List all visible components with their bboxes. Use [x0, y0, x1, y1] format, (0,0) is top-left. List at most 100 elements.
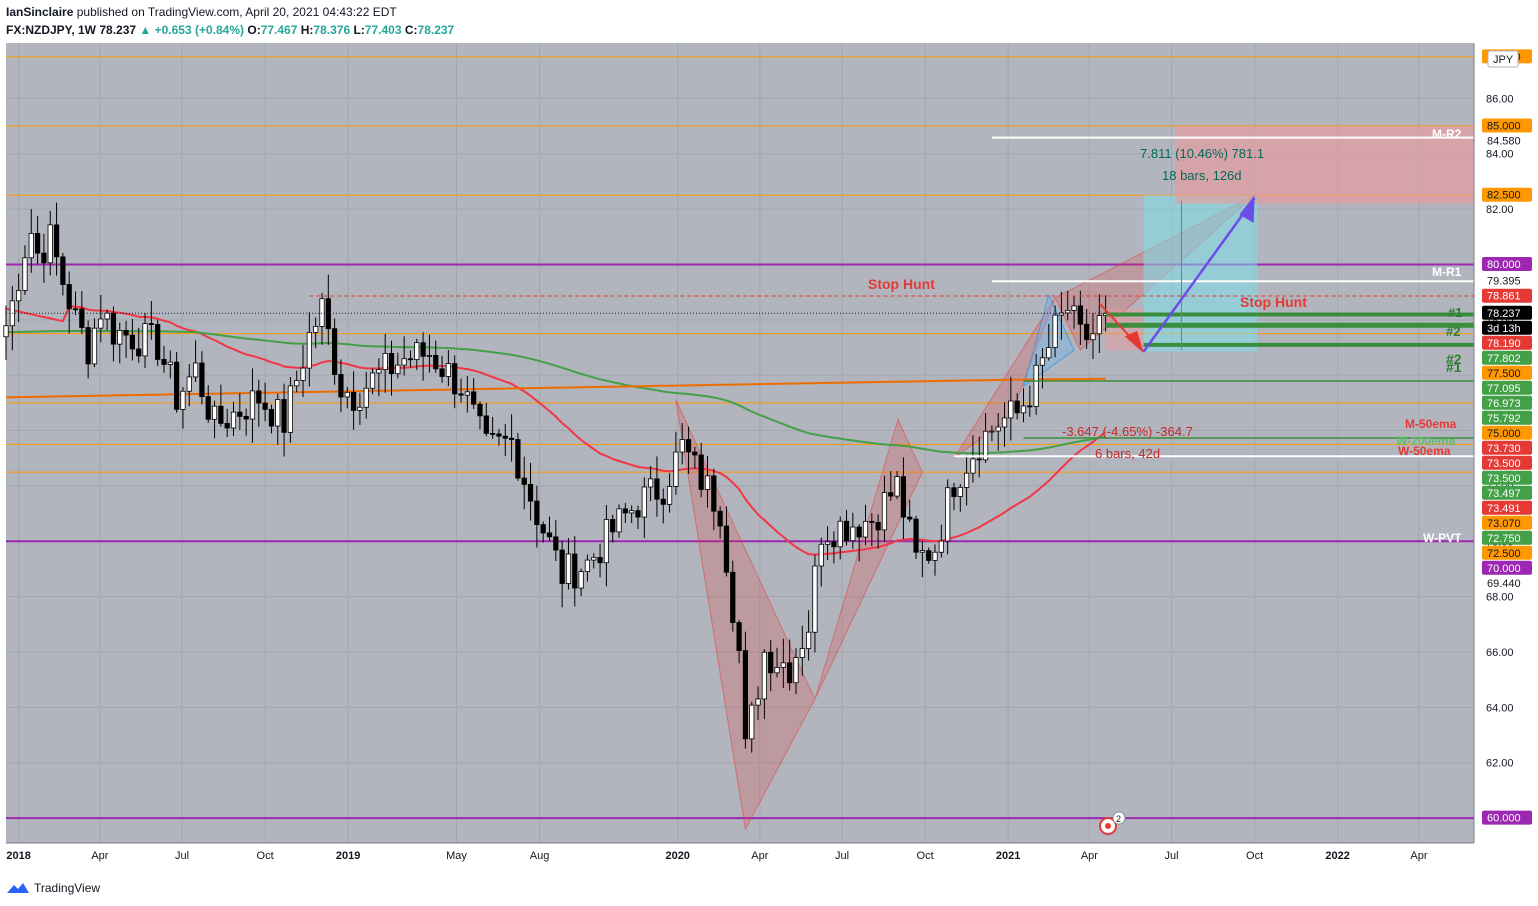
candle	[22, 245, 28, 295]
candle-body	[635, 510, 641, 518]
candle	[357, 392, 363, 425]
price-tag[interactable]: 78.237	[1482, 305, 1532, 320]
candle	[313, 317, 319, 349]
price-tag[interactable]: 84.580	[1482, 133, 1532, 148]
candle	[755, 686, 761, 721]
candle-body	[388, 352, 395, 375]
candle	[774, 647, 780, 678]
event-marker[interactable]: 2	[1099, 811, 1126, 835]
candle	[843, 510, 850, 546]
candle	[660, 488, 666, 524]
currency-badge[interactable]: JPY	[1487, 50, 1519, 68]
candle	[736, 619, 742, 664]
price-tag[interactable]: 82.500	[1482, 187, 1532, 202]
candle-body	[603, 519, 609, 564]
ema200-line	[5, 329, 1106, 455]
candle-body	[110, 312, 117, 345]
price-tag[interactable]: 70.000	[1482, 560, 1532, 575]
price-tag[interactable]: 80.000	[1482, 256, 1532, 271]
candle-body	[711, 475, 717, 512]
candle	[306, 312, 312, 387]
candle-body	[508, 437, 515, 440]
candle	[155, 319, 161, 366]
price-tag[interactable]: 76.973	[1482, 395, 1532, 410]
price-tag[interactable]: 73.491	[1482, 500, 1532, 515]
candle	[262, 382, 268, 422]
price-tag[interactable]: 73.497	[1482, 485, 1532, 500]
tradingview-logo-icon[interactable]	[6, 881, 30, 895]
price-tag[interactable]: 73.500	[1482, 455, 1532, 470]
candle-body	[325, 298, 331, 330]
price-tag[interactable]: 78.190	[1482, 335, 1532, 350]
candle-body	[16, 290, 22, 302]
price-tag-label: 75.792	[1487, 413, 1521, 425]
candle-body	[104, 312, 110, 320]
candle-body	[546, 532, 553, 538]
m-r2-label: M-R2	[1432, 127, 1462, 141]
candle-body	[192, 362, 199, 378]
price-tag[interactable]: 73.070	[1482, 515, 1532, 530]
level-1-top-label: #1	[1448, 305, 1462, 320]
candle	[989, 425, 995, 442]
price-tag[interactable]: 77.095	[1482, 380, 1532, 395]
price-tag[interactable]: 79.395	[1482, 273, 1532, 288]
price-tag[interactable]: 77.500	[1482, 365, 1532, 380]
candle	[369, 368, 376, 395]
candle	[464, 376, 470, 413]
candle	[471, 378, 477, 410]
candle-body	[452, 363, 458, 395]
candle	[104, 309, 110, 331]
candle	[850, 512, 856, 549]
candle	[875, 514, 881, 549]
candle-body	[395, 364, 401, 375]
candle-body	[275, 399, 281, 427]
candle	[439, 355, 445, 383]
price-tag-bg	[1482, 288, 1532, 303]
candle	[16, 273, 22, 322]
candle	[723, 506, 730, 577]
w-50ema-label: W-50ema	[1398, 444, 1451, 458]
price-tag[interactable]: 85.000	[1482, 118, 1532, 133]
candle	[780, 638, 786, 688]
price-tag[interactable]: 73.500	[1482, 470, 1532, 485]
candle	[420, 332, 426, 381]
time-tick-label: Aug	[530, 850, 550, 862]
price-tag[interactable]: 78.861	[1482, 288, 1532, 303]
candle	[894, 470, 900, 500]
author-name[interactable]: IanSinclaire	[6, 5, 74, 19]
candle	[34, 216, 41, 265]
price-tag[interactable]: 77.802	[1482, 350, 1532, 365]
price-tag[interactable]: 72.500	[1482, 545, 1532, 560]
candle	[117, 322, 123, 364]
candle	[559, 540, 565, 608]
currency-badge-text: JPY	[1493, 54, 1514, 66]
candle	[622, 502, 628, 524]
price-tag[interactable]: 60.000	[1482, 810, 1532, 825]
price-tag[interactable]: 72.750	[1482, 530, 1532, 545]
candle-body	[41, 252, 47, 264]
candle-body	[426, 354, 433, 357]
candle	[60, 252, 66, 296]
price-tag[interactable]: 73.730	[1482, 440, 1532, 455]
price-tag-bg	[1482, 380, 1532, 395]
price-tag[interactable]: 75.792	[1482, 410, 1532, 425]
candle	[578, 568, 584, 597]
tradingview-brand[interactable]: TradingView	[34, 881, 101, 895]
price-tag[interactable]: 75.000	[1482, 425, 1532, 440]
event-count: 2	[1116, 814, 1121, 824]
time-axis[interactable]: 2018 Apr Jul Oct 2019 May Aug 2020 Apr Jul Oct 2021…	[6, 842, 1474, 869]
price-tag[interactable]: 3d 13h	[1482, 320, 1532, 335]
candle	[477, 401, 483, 430]
price-axis[interactable]: 86.0084.0082.0080.0078.0076.0074.0072.00…	[1473, 43, 1538, 843]
candle-body	[806, 631, 812, 650]
candle-body	[407, 358, 414, 361]
candle	[1084, 309, 1090, 350]
price-tag-bg	[1482, 320, 1532, 335]
symbol-label[interactable]: FX:NZDJPY, 1W	[6, 23, 97, 37]
price-tag[interactable]: 69.440	[1482, 575, 1532, 590]
candle	[685, 426, 692, 474]
stop-hunt-label-1: Stop Hunt	[868, 276, 935, 292]
w-200ema-label: W-200ema	[1396, 434, 1455, 448]
candle	[91, 318, 98, 368]
